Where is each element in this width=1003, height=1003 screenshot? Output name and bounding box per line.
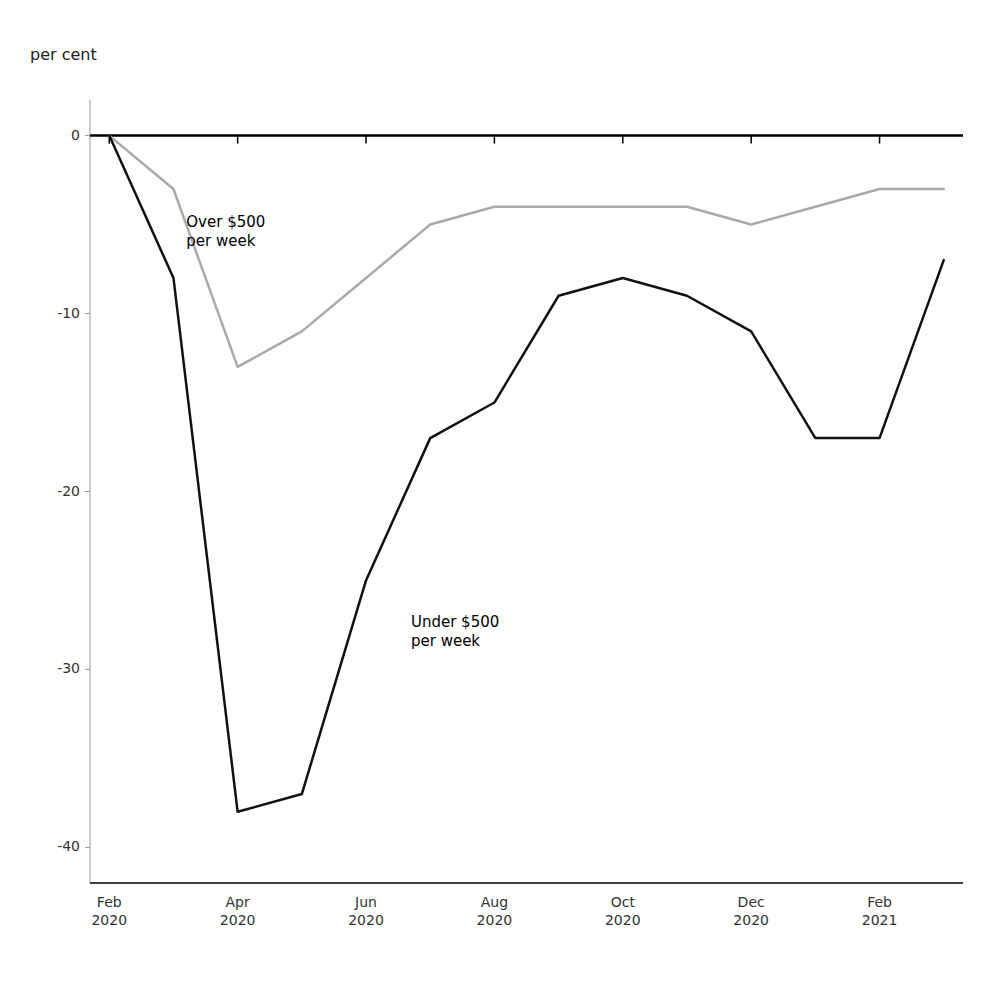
x-tick (237, 136, 239, 144)
zero-line (90, 134, 963, 137)
y-tick (85, 135, 90, 136)
x-tick (365, 136, 367, 144)
x-tick-label: Feb2020 (91, 894, 127, 928)
x-tick-label: Feb2021 (862, 894, 898, 928)
x-tick (622, 136, 624, 144)
y-tick-label: 0 (71, 127, 80, 143)
x-tick-label: Aug2020 (477, 894, 513, 928)
annotation: Over $500per week (186, 213, 265, 250)
y-tick (85, 669, 90, 670)
chart: per cent 0 -10 -20 -30 -40 Feb2020 Apr2020 Jun20… (0, 0, 1003, 1003)
y-tick-label: -20 (57, 483, 80, 499)
annotation: Under $500per week (411, 613, 499, 650)
y-tick-label: -30 (57, 660, 80, 676)
y-axis-label: per cent (30, 45, 97, 64)
x-tick-label: Apr2020 (220, 894, 256, 928)
x-tick (494, 136, 496, 144)
x-tick-label: Dec2020 (733, 894, 769, 928)
x-tick (750, 136, 752, 144)
series-line (109, 136, 943, 812)
x-tick-label: Jun2020 (348, 894, 384, 928)
y-tick (85, 313, 90, 314)
x-tick-label: Oct2020 (605, 894, 641, 928)
y-tick (85, 491, 90, 492)
x-tick (879, 136, 881, 144)
plot-area (109, 136, 943, 812)
x-axis-line (90, 882, 963, 884)
y-tick-label: -40 (57, 838, 80, 854)
y-tick (85, 847, 90, 848)
series-line (109, 136, 943, 367)
y-tick-label: -10 (57, 305, 80, 321)
